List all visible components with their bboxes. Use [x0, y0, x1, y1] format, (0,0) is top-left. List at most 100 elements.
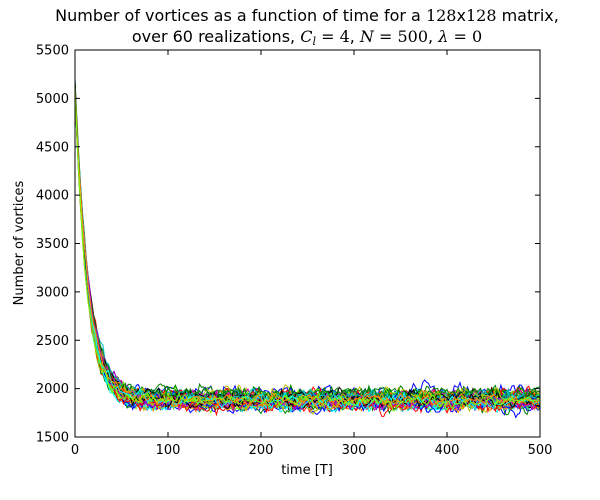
realization-line [75, 88, 540, 410]
x-tick-label: 500 [528, 443, 553, 458]
realization-line [75, 89, 540, 412]
realization-line [75, 86, 540, 409]
realization-line [75, 88, 540, 410]
realization-line [75, 90, 540, 413]
realization-line [75, 81, 540, 407]
realization-line [75, 87, 540, 409]
realization-line [75, 86, 540, 409]
x-tick-label: 200 [249, 443, 274, 458]
realization-line [75, 89, 540, 413]
realization-line [75, 89, 540, 409]
realization-line [75, 85, 540, 405]
realization-line [75, 84, 540, 408]
realization-line [75, 86, 540, 408]
realization-line [75, 90, 540, 413]
realization-line [75, 93, 540, 415]
realization-line [75, 93, 540, 417]
realization-line [75, 88, 540, 410]
realization-line [75, 84, 540, 404]
chart-title: Number of vortices as a function of time… [55, 6, 559, 48]
y-tick-label: 2000 [36, 382, 69, 397]
y-tick-label: 1500 [36, 431, 69, 446]
realization-line [75, 88, 540, 409]
title-l1-math2: 128 [466, 6, 497, 25]
realization-line [75, 84, 540, 406]
realization-line [75, 93, 540, 414]
realization-line [75, 87, 540, 411]
title-l2-cl-symbol: C [300, 27, 312, 46]
title-l1-math1: 128 [426, 6, 457, 25]
x-tick-label: 0 [71, 443, 79, 458]
realization-line [75, 96, 540, 419]
realization-line [75, 84, 540, 407]
realization-line [75, 91, 540, 414]
y-tick-label: 3000 [36, 285, 69, 300]
title-l2-cl-subscript: l [312, 35, 316, 48]
realization-line [75, 84, 540, 407]
realization-line [75, 91, 540, 413]
y-axis-label: Number of vortices [12, 180, 27, 305]
title-l2-lambda-symbol: λ [437, 27, 448, 46]
title-l2-n-value: = 500 [374, 27, 428, 46]
realization-line [75, 87, 540, 409]
x-tick-label: 400 [435, 443, 460, 458]
title-l2-n-symbol: N [359, 27, 375, 46]
y-tick-label: 4500 [36, 140, 69, 155]
chart-title-line-1: Number of vortices as a function of time… [55, 6, 559, 25]
realization-line [75, 91, 540, 412]
y-tick-label: 2500 [36, 334, 69, 349]
realization-line [75, 93, 540, 416]
plot-frame [74, 49, 541, 438]
realization-line [75, 87, 540, 409]
realization-line [75, 91, 540, 413]
realization-line [75, 87, 540, 409]
realization-line [75, 88, 540, 411]
realization-line [75, 88, 540, 409]
realization-line [75, 90, 540, 411]
y-tick-label: 3500 [36, 237, 69, 252]
realization-line [75, 91, 540, 414]
x-axis-label: time [T] [281, 463, 333, 478]
series-layer [75, 78, 540, 419]
y-tick-label: 4000 [36, 189, 69, 204]
realization-line [75, 85, 540, 408]
title-l2-before: over 60 realizations, [132, 27, 300, 46]
title-l2-cl-value: = 4 [316, 27, 350, 46]
realization-line [75, 88, 540, 412]
realization-line [75, 86, 540, 407]
title-l1-before: Number of vortices as a function of time… [55, 6, 426, 25]
realization-line [75, 87, 540, 407]
title-l1-x: x [456, 6, 465, 25]
realization-line [75, 90, 540, 412]
realization-line [75, 91, 540, 412]
realization-line [75, 91, 540, 412]
realization-line [75, 91, 540, 414]
y-tick-label: 5000 [36, 92, 69, 107]
realization-line [75, 85, 540, 409]
realization-line [75, 87, 540, 411]
y-axis: 1500 2000 2500 3000 3500 4000 4500 5000 5500 [36, 44, 540, 446]
plot-area [75, 78, 540, 419]
realization-line [75, 90, 540, 414]
realization-line [75, 89, 540, 411]
realization-line [75, 91, 540, 413]
title-l2-sep2: , [428, 27, 438, 46]
x-tick-label: 100 [156, 443, 181, 458]
x-axis: 0 100 200 300 400 500 [71, 50, 553, 458]
realization-line [75, 86, 540, 408]
title-l1-after: matrix, [497, 6, 559, 25]
chart-title-line-2: over 60 realizations, Cl = 4, N = 500, λ… [132, 27, 482, 48]
x-tick-label: 300 [342, 443, 367, 458]
realization-line [75, 85, 540, 407]
realization-line [75, 91, 540, 412]
title-l2-lambda-value: = 0 [448, 27, 482, 46]
realization-line [75, 83, 540, 402]
realization-line [75, 92, 540, 413]
title-l2-sep1: , [350, 27, 360, 46]
realization-line [75, 84, 540, 410]
realization-line [75, 80, 540, 409]
realization-line [75, 92, 540, 414]
realization-line [75, 78, 540, 402]
y-tick-label: 5500 [36, 44, 69, 59]
